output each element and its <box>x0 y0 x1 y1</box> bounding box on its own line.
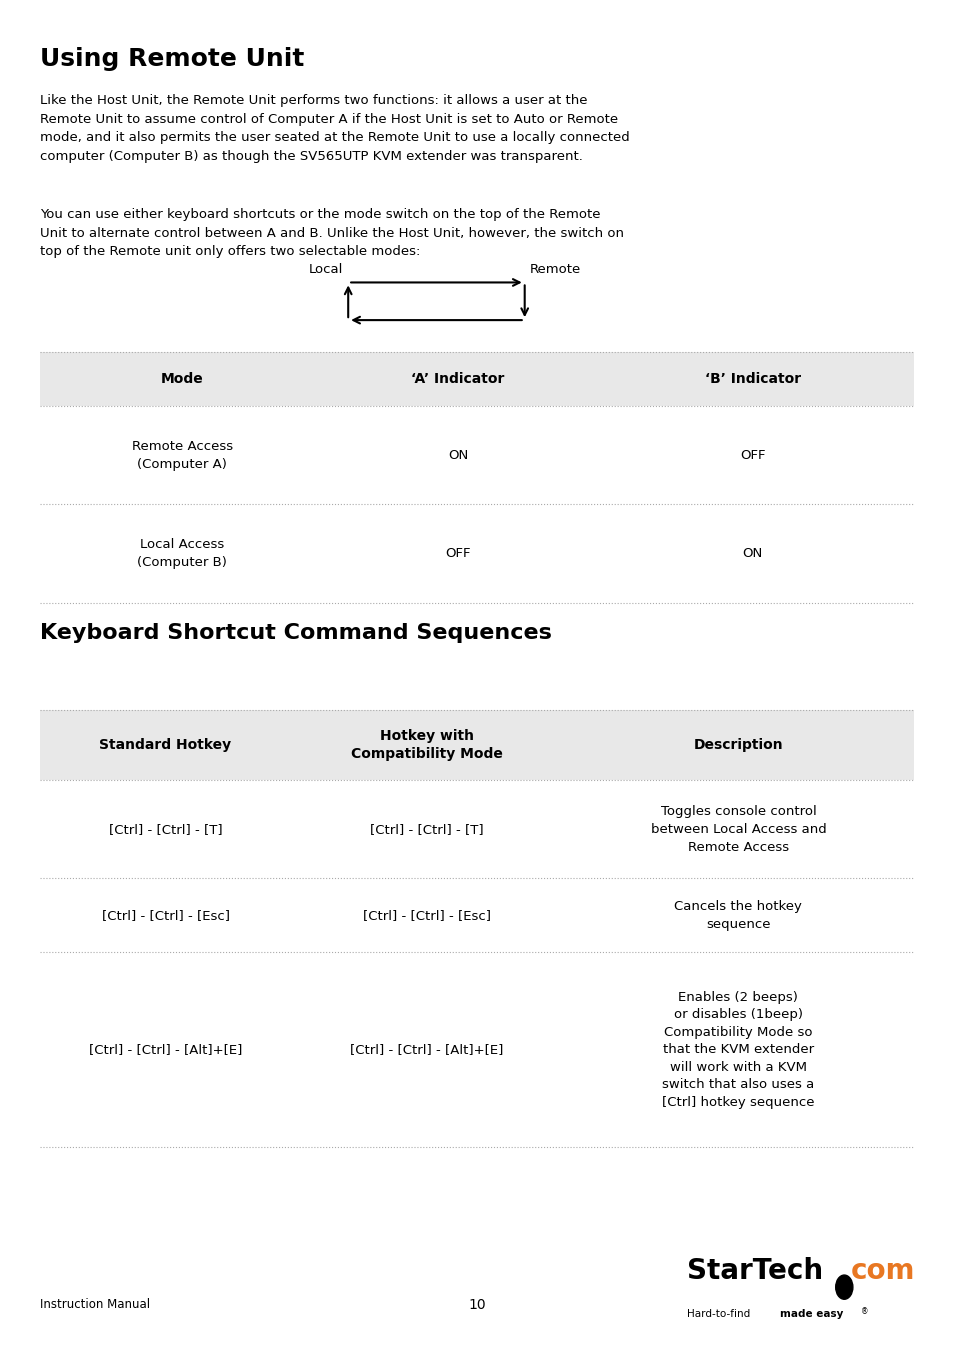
Text: OFF: OFF <box>445 547 470 560</box>
Text: Remote Access
(Computer A): Remote Access (Computer A) <box>132 440 233 471</box>
Text: Keyboard Shortcut Command Sequences: Keyboard Shortcut Command Sequences <box>40 623 552 643</box>
Text: Instruction Manual: Instruction Manual <box>40 1298 150 1311</box>
Circle shape <box>835 1275 852 1299</box>
Text: You can use either keyboard shortcuts or the mode switch on the top of the Remot: You can use either keyboard shortcuts or… <box>40 208 623 258</box>
Text: [Ctrl] - [Ctrl] - [Esc]: [Ctrl] - [Ctrl] - [Esc] <box>362 909 491 921</box>
Text: Cancels the hotkey
sequence: Cancels the hotkey sequence <box>674 900 801 931</box>
Text: [Ctrl] - [Ctrl] - [Alt]+[E]: [Ctrl] - [Ctrl] - [Alt]+[E] <box>350 1044 503 1056</box>
Text: Local Access
(Computer B): Local Access (Computer B) <box>137 538 227 569</box>
Text: [Ctrl] - [Ctrl] - [Alt]+[E]: [Ctrl] - [Ctrl] - [Alt]+[E] <box>89 1044 242 1056</box>
Text: [Ctrl] - [Ctrl] - [T]: [Ctrl] - [Ctrl] - [T] <box>109 823 222 835</box>
Text: [Ctrl] - [Ctrl] - [T]: [Ctrl] - [Ctrl] - [T] <box>370 823 483 835</box>
Text: ON: ON <box>447 449 468 461</box>
Text: Mode: Mode <box>161 373 203 386</box>
Text: com: com <box>850 1258 915 1284</box>
Text: StarTech: StarTech <box>686 1258 822 1284</box>
Text: ®: ® <box>861 1307 868 1315</box>
Text: ‘B’ Indicator: ‘B’ Indicator <box>704 373 800 386</box>
Text: ON: ON <box>741 547 762 560</box>
Text: Hard-to-find: Hard-to-find <box>686 1309 753 1319</box>
Text: [Ctrl] - [Ctrl] - [Esc]: [Ctrl] - [Ctrl] - [Esc] <box>101 909 230 921</box>
Text: OFF: OFF <box>740 449 764 461</box>
Text: Like the Host Unit, the Remote Unit performs two functions: it allows a user at : Like the Host Unit, the Remote Unit perf… <box>40 94 629 163</box>
Text: Remote: Remote <box>529 262 580 276</box>
Bar <box>40 352 913 406</box>
Text: Description: Description <box>693 738 782 752</box>
Text: Enables (2 beeps)
or disables (1beep)
Compatibility Mode so
that the KVM extende: Enables (2 beeps) or disables (1beep) Co… <box>661 991 814 1108</box>
Text: ‘A’ Indicator: ‘A’ Indicator <box>411 373 504 386</box>
Text: Local: Local <box>309 262 343 276</box>
Text: Toggles console control
between Local Access and
Remote Access: Toggles console control between Local Ac… <box>650 804 825 854</box>
Text: Hotkey with
Compatibility Mode: Hotkey with Compatibility Mode <box>351 729 502 761</box>
Text: made easy: made easy <box>780 1309 842 1319</box>
Bar <box>40 710 913 780</box>
Text: 10: 10 <box>468 1298 485 1311</box>
Text: Using Remote Unit: Using Remote Unit <box>40 47 304 71</box>
Text: Standard Hotkey: Standard Hotkey <box>99 738 232 752</box>
